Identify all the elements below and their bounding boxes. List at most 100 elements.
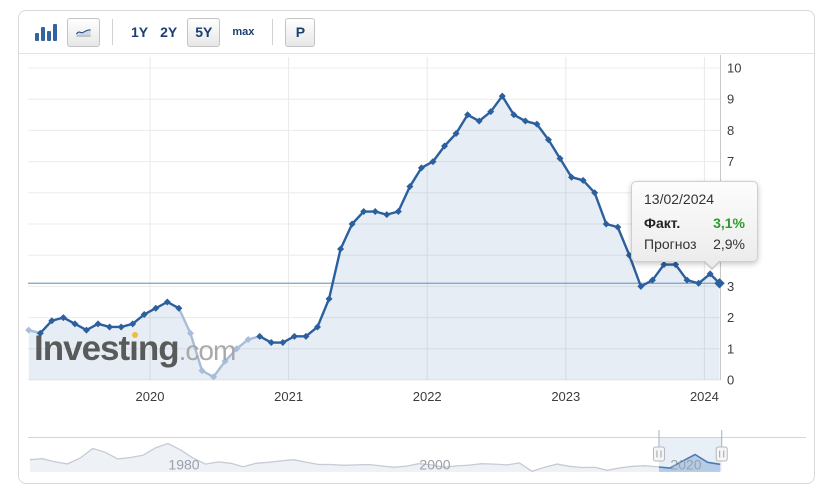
tooltip-forecast-label: Прогноз <box>644 236 697 252</box>
data-point[interactable] <box>441 142 449 150</box>
data-point[interactable] <box>48 317 56 325</box>
data-point[interactable] <box>429 158 437 166</box>
data-point[interactable] <box>337 245 345 253</box>
data-point[interactable] <box>313 323 321 331</box>
data-point[interactable] <box>568 173 576 181</box>
data-point[interactable] <box>394 208 402 216</box>
data-point[interactable] <box>672 261 680 269</box>
line-chart-button[interactable] <box>67 17 100 47</box>
data-point[interactable] <box>82 326 90 334</box>
series-line <box>177 307 192 335</box>
main-chart-area[interactable]: 01234567891020202021202220232024 <box>25 55 741 404</box>
series-line <box>558 157 573 179</box>
data-point[interactable] <box>25 326 33 334</box>
data-point[interactable] <box>210 373 218 381</box>
data-point[interactable] <box>695 279 703 287</box>
data-point[interactable] <box>579 176 587 184</box>
data-point[interactable] <box>186 329 194 337</box>
data-point[interactable] <box>71 320 79 328</box>
data-point[interactable] <box>556 154 564 162</box>
data-point[interactable] <box>487 108 495 116</box>
data-point[interactable] <box>256 332 264 340</box>
bar-2 <box>41 26 45 41</box>
x-axis-label: 2021 <box>274 389 303 404</box>
data-point[interactable] <box>279 339 287 347</box>
y-axis-label: 3 <box>727 279 734 294</box>
series-line <box>223 347 238 363</box>
nav-series-area <box>29 443 721 472</box>
y-axis-label: 8 <box>727 123 734 138</box>
nav-handle-left[interactable] <box>652 446 665 462</box>
data-point[interactable] <box>521 117 529 125</box>
range-button-max[interactable]: max <box>232 26 255 38</box>
data-point[interactable] <box>302 332 310 340</box>
data-point[interactable] <box>498 92 506 100</box>
tooltip-actual-label: Факт. <box>644 215 681 231</box>
data-point[interactable] <box>290 332 298 340</box>
data-point[interactable] <box>348 220 356 228</box>
data-point[interactable] <box>117 323 125 331</box>
data-point[interactable] <box>106 323 114 331</box>
series-line <box>212 360 227 379</box>
y-axis-label: 9 <box>727 92 734 107</box>
data-point[interactable] <box>59 314 67 322</box>
data-point[interactable] <box>36 329 44 337</box>
range-button-5y[interactable]: 5Y <box>187 17 221 47</box>
data-point[interactable] <box>660 261 668 269</box>
x-axis-label: 2023 <box>551 389 580 404</box>
last-data-point[interactable] <box>714 278 725 289</box>
data-point[interactable] <box>406 183 414 191</box>
data-point[interactable] <box>267 339 275 347</box>
nav-handle-right[interactable] <box>715 446 728 462</box>
data-point[interactable] <box>129 320 137 328</box>
p-button[interactable]: P <box>285 17 316 47</box>
tooltip-date: 13/02/2024 <box>644 191 715 207</box>
data-point[interactable] <box>648 276 656 284</box>
series-line <box>651 263 666 282</box>
data-point[interactable] <box>233 345 241 353</box>
data-point[interactable] <box>244 335 252 343</box>
data-point[interactable] <box>452 130 460 138</box>
data-point[interactable] <box>683 276 691 284</box>
series-line <box>547 138 562 160</box>
data-point[interactable] <box>175 304 183 312</box>
nav-year-label: 2020 <box>670 457 701 473</box>
tooltip-forecast-value: 2,9% <box>713 236 745 252</box>
range-button-1y[interactable]: 1Y <box>131 24 149 40</box>
data-point[interactable] <box>602 220 610 228</box>
data-point[interactable] <box>464 111 472 119</box>
line-chart-icon <box>75 29 91 37</box>
data-point[interactable] <box>140 310 148 318</box>
data-point[interactable] <box>510 111 518 119</box>
data-point[interactable] <box>417 164 425 172</box>
navigator[interactable]: 1980 2000 2020 <box>28 430 806 473</box>
data-point[interactable] <box>544 136 552 144</box>
series-line <box>581 179 596 195</box>
data-point[interactable] <box>706 270 714 278</box>
data-point[interactable] <box>383 211 391 219</box>
data-point[interactable] <box>221 357 229 365</box>
data-point[interactable] <box>591 189 599 197</box>
series-area-fill <box>28 96 720 380</box>
data-point[interactable] <box>371 208 379 216</box>
range-button-2y[interactable]: 2Y <box>160 24 178 40</box>
bar-chart-icon[interactable] <box>35 23 57 41</box>
nav-series-line <box>29 442 721 473</box>
x-axis-label: 2020 <box>136 389 165 404</box>
data-point[interactable] <box>475 117 483 125</box>
data-point[interactable] <box>614 223 622 231</box>
data-point[interactable] <box>163 298 171 306</box>
data-point[interactable] <box>325 295 333 303</box>
data-point[interactable] <box>533 120 541 128</box>
data-point[interactable] <box>152 304 160 312</box>
logo-yellow-dot <box>132 332 139 338</box>
x-axis-label: 2022 <box>413 389 442 404</box>
data-point[interactable] <box>94 320 102 328</box>
data-point[interactable] <box>198 367 206 375</box>
toolbar-divider <box>112 19 113 45</box>
nav-window[interactable] <box>658 437 722 472</box>
data-point[interactable] <box>637 282 645 290</box>
data-point[interactable] <box>360 208 368 216</box>
